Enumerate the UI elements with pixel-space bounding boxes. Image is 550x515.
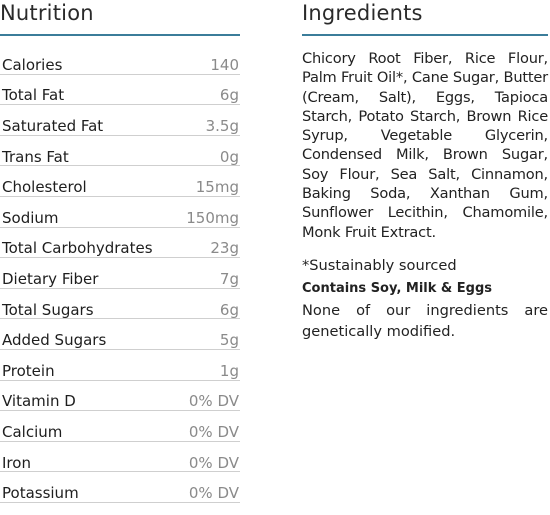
nutrient-name: Total Carbohydrates	[2, 239, 153, 258]
nutrition-row-vitamin-d: Vitamin D 0% DV	[0, 381, 240, 412]
nutrition-row-calcium: Calcium 0% DV	[0, 411, 240, 442]
nutrient-value: 0% DV	[188, 453, 239, 472]
sustainability-footnote: *Sustainably sourced	[302, 256, 457, 274]
nutrition-list: Calories 140 Total Fat 6g Saturated Fat …	[0, 44, 240, 503]
nutrition-divider	[0, 34, 240, 36]
ingredients-title: Ingredients	[302, 1, 423, 25]
ingredients-panel: Ingredients Chicory Root Fiber, Rice Flo…	[302, 0, 548, 342]
nutrition-panel: Nutrition Calories 140 Total Fat 6g Satu…	[0, 0, 240, 503]
nutrient-value: 140	[210, 55, 239, 74]
nutrition-row-added-sugars: Added Sugars 5g	[0, 319, 240, 350]
nutrient-value: 0% DV	[188, 422, 239, 441]
nutrient-value: 1g	[219, 361, 239, 380]
nutrient-name: Saturated Fat	[2, 116, 104, 135]
nutrient-name: Calcium	[2, 422, 63, 441]
nutrient-value: 3.5g	[205, 116, 239, 135]
nutrition-row-potassium: Potassium 0% DV	[0, 472, 240, 503]
nutrient-value: 0g	[219, 147, 239, 166]
nutrient-value: 5g	[219, 331, 239, 350]
nutrition-title: Nutrition	[0, 1, 94, 25]
nutrition-row-sodium: Sodium 150mg	[0, 197, 240, 228]
nutrient-value: 7g	[219, 269, 239, 288]
nutrient-value: 15mg	[195, 178, 239, 197]
nutrition-row-trans-fat: Trans Fat 0g	[0, 136, 240, 167]
nutrient-value: 150mg	[186, 208, 239, 227]
gmo-statement: None of our ingredients are genetically …	[302, 301, 548, 340]
nutrition-row-total-fat: Total Fat 6g	[0, 75, 240, 106]
nutrient-name: Cholesterol	[2, 178, 87, 197]
nutrition-row-protein: Protein 1g	[0, 350, 240, 381]
nutrient-name: Total Fat	[2, 86, 65, 105]
ingredients-list: Chicory Root Fiber, Rice Flour, Palm Fru…	[302, 50, 548, 241]
nutrient-value: 0% DV	[188, 484, 239, 503]
nutrition-row-total-carbohydrates: Total Carbohydrates 23g	[0, 228, 240, 259]
nutrient-name: Trans Fat	[2, 147, 69, 166]
nutrient-value: 0% DV	[188, 392, 239, 411]
nutrient-name: Calories	[2, 55, 63, 74]
nutrient-name: Added Sugars	[2, 331, 107, 350]
nutrient-name: Iron	[2, 453, 31, 472]
nutrition-row-calories: Calories 140	[0, 44, 240, 75]
nutrient-value: 6g	[219, 86, 239, 105]
allergen-statement: Contains Soy, Milk & Eggs	[302, 280, 493, 296]
nutrient-name: Sodium	[2, 208, 59, 227]
ingredients-divider	[302, 34, 548, 36]
nutrition-row-saturated-fat: Saturated Fat 3.5g	[0, 105, 240, 136]
nutrition-row-iron: Iron 0% DV	[0, 442, 240, 473]
nutrition-row-dietary-fiber: Dietary Fiber 7g	[0, 258, 240, 289]
nutrient-name: Vitamin D	[2, 392, 76, 411]
nutrient-name: Potassium	[2, 484, 79, 503]
nutrient-name: Total Sugars	[2, 300, 94, 319]
nutrient-name: Protein	[2, 361, 55, 380]
nutrient-value: 23g	[210, 239, 239, 258]
nutrition-row-total-sugars: Total Sugars 6g	[0, 289, 240, 320]
nutrition-row-cholesterol: Cholesterol 15mg	[0, 166, 240, 197]
nutrient-value: 6g	[219, 300, 239, 319]
nutrient-name: Dietary Fiber	[2, 269, 99, 288]
